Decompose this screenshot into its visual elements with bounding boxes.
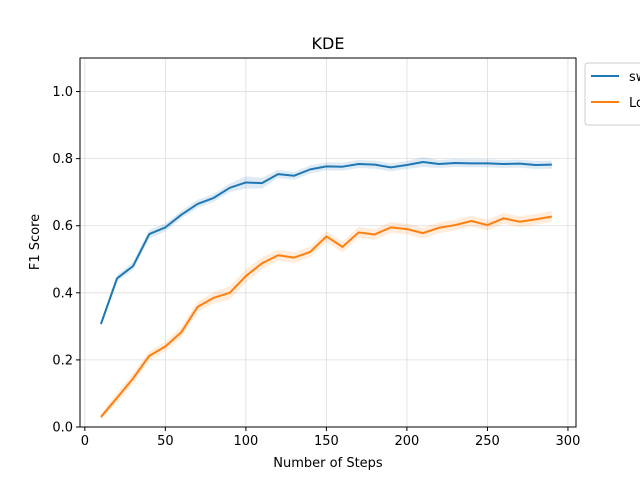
x-tick-label: 250 bbox=[475, 434, 500, 449]
legend-box bbox=[584, 62, 640, 126]
y-tick-label: 0.6 bbox=[52, 219, 73, 234]
legend-label-Lo: Lo bbox=[629, 96, 640, 111]
legend-label-sw: sw bbox=[629, 70, 640, 85]
x-tick-label: 300 bbox=[556, 434, 581, 449]
x-tick-label: 100 bbox=[233, 434, 258, 449]
series-line-sw bbox=[99, 160, 552, 325]
x-tick-label: 50 bbox=[157, 434, 174, 449]
x-axis-label: Number of Steps bbox=[273, 456, 383, 471]
chart-title: KDE bbox=[312, 34, 345, 53]
confidence-band-sw bbox=[100, 156, 552, 327]
y-tick-label: 0.2 bbox=[52, 353, 73, 368]
y-tick-label: 0.4 bbox=[52, 286, 73, 301]
y-tick-label: 1.0 bbox=[52, 85, 73, 100]
x-tick-label: 200 bbox=[394, 434, 419, 449]
series-lines bbox=[99, 160, 553, 418]
y-axis-label: F1 Score bbox=[28, 214, 43, 270]
y-tick-label: 0.8 bbox=[52, 152, 73, 167]
series-line-Lo bbox=[100, 215, 553, 418]
x-tick-label: 150 bbox=[314, 434, 339, 449]
axis-ticks: 0 50 100 150 200 250 300 0.0 0.2 0.4 0.6 0.8 1.0 bbox=[52, 85, 580, 449]
x-tick-label: 0 bbox=[81, 434, 89, 449]
y-tick-label: 0.0 bbox=[52, 421, 73, 436]
legend: sw Lo bbox=[584, 62, 640, 126]
plot-frame bbox=[79, 57, 577, 428]
